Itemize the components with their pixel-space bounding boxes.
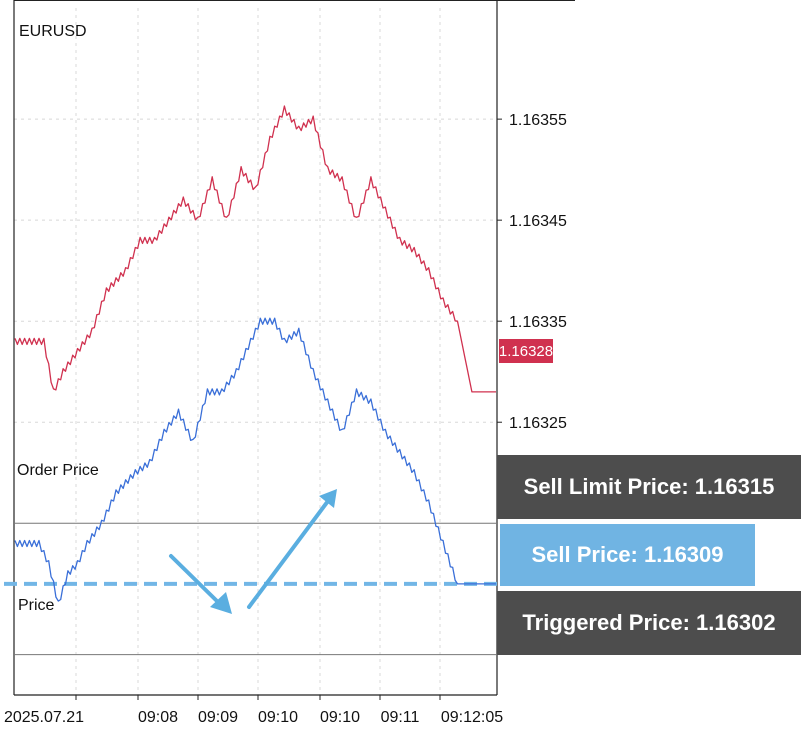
x-tick-label: 09:09 — [198, 709, 238, 726]
x-tick-label: 09:12:05 — [441, 709, 503, 726]
ask-price-line — [14, 105, 496, 393]
up-arrow-head — [319, 489, 337, 508]
x-tick-label: 09:11 — [381, 709, 420, 726]
y-tick-label: 1.16335 — [509, 314, 567, 331]
chart-series — [14, 105, 496, 602]
x-tick-label: 2025.07.21 — [4, 709, 84, 726]
chart-axes — [13, 0, 575, 696]
sell-limit-price-box: Sell Limit Price: 1.16315 — [497, 455, 801, 519]
bid-price-line — [14, 317, 496, 602]
y-tick-label: 1.16345 — [509, 213, 567, 230]
y-tick-labels: 1.16355 1.16345 1.16335 1.16325 — [497, 112, 567, 432]
x-tick-label: 09:08 — [138, 709, 178, 726]
order-price-label: Order Price — [17, 462, 99, 479]
x-tick-label: 09:10 — [320, 709, 360, 726]
y-tick-label: 1.16355 — [509, 112, 567, 129]
x-tick-labels: 2025.07.21 09:08 09:09 09:10 09:10 09:11 09:12… — [4, 695, 503, 726]
last-price-tag: 1.16328 — [499, 339, 553, 363]
y-tick-label: 1.16325 — [509, 415, 567, 432]
down-arrow-shaft — [169, 554, 224, 608]
sell-price-box: Sell Price: 1.16309 — [500, 524, 755, 586]
triggered-price-box: Triggered Price: 1.16302 — [497, 591, 801, 655]
order-levels — [4, 522, 497, 656]
price-level-label: Price — [18, 597, 55, 614]
symbol-label: EURUSD — [19, 23, 87, 40]
x-tick-label: 09:10 — [258, 709, 298, 726]
chart-grid — [14, 8, 497, 695]
up-arrow-shaft — [247, 499, 330, 609]
annotation-arrows — [169, 489, 337, 614]
down-arrow-head — [210, 592, 232, 614]
